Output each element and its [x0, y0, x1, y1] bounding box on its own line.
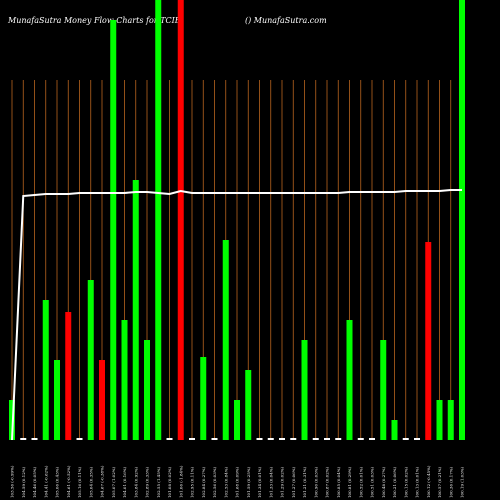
x-tick-label: 101.27 (0.06%) [291, 466, 296, 498]
bar [391, 420, 398, 440]
x-tick-label: 105.16 (0.11%) [77, 466, 82, 498]
x-tick-label: 104.59 (0.12%) [21, 466, 26, 498]
bar [312, 438, 319, 440]
bar [20, 438, 27, 440]
x-tick-label: 102.53 (0.84%) [223, 466, 228, 498]
bar [346, 320, 353, 440]
x-tick-label: 100.36 (0.17%) [448, 466, 453, 498]
bar [369, 438, 375, 440]
bar [166, 438, 173, 440]
bar [144, 340, 150, 440]
x-tick-label: 102.84 (0.27%) [201, 466, 206, 498]
bar [357, 438, 364, 440]
chart-title: MunafaSutra Money Flow Charts for TCIB [7, 16, 181, 25]
bar [256, 438, 263, 440]
bar [436, 400, 443, 440]
x-tick-label: 102.56 (0.03%) [212, 466, 217, 498]
bar [425, 242, 432, 440]
bar [290, 438, 297, 440]
x-tick-label: 101.29 (0.02%) [280, 466, 285, 498]
bar [324, 438, 330, 440]
x-tick-label: 101.59 (0.25%) [246, 466, 251, 498]
x-tick-label: 101.33 (0.04%) [268, 466, 273, 498]
bar [99, 360, 105, 440]
bar [177, 0, 184, 440]
x-tick-label: 102.89 (0.33%) [145, 466, 150, 498]
bar [234, 400, 240, 440]
x-tick-label: 100.15 (0.02%) [403, 466, 408, 498]
bar [447, 400, 454, 440]
x-tick-label: 104.61 (-0.52%) [66, 465, 71, 498]
bar [110, 20, 117, 440]
bar [54, 360, 60, 440]
chart-subtitle: () MunafaSutra.com [245, 16, 327, 25]
bar [121, 320, 128, 440]
bar [335, 438, 342, 440]
x-tick-label: 103.56 (-0.99%) [10, 465, 15, 498]
bar [402, 438, 409, 440]
bar [65, 312, 72, 440]
x-tick-label: 100.57 (0.21%) [437, 466, 442, 498]
x-tick-label: 100.13 (0.01%) [415, 466, 420, 498]
bar [132, 180, 139, 440]
x-tick-label: 103.84 (0.92%) [133, 466, 138, 498]
bar [222, 240, 229, 440]
x-tick-label: 100.51 (0.03%) [370, 466, 375, 498]
bar [87, 280, 94, 440]
x-tick-label: 100.52 (0.01%) [358, 466, 363, 498]
x-tick-label: 100.90 (0.03%) [313, 466, 318, 498]
bar [200, 357, 207, 440]
bar [267, 438, 274, 440]
x-tick-label: 100.12 (-0.45%) [426, 465, 431, 498]
x-tick-label: 102.95 (0.11%) [190, 466, 195, 498]
x-tick-label: 104.46 (0.05%) [32, 466, 37, 498]
x-tick-label: 101.34 (0.01%) [257, 466, 262, 498]
bar [76, 438, 83, 440]
x-tick-label: 100.48 (0.27%) [381, 466, 386, 498]
x-tick-label: 104.41 (-0.62%) [43, 465, 48, 498]
x-tick-label: 104.67 (-0.38%) [100, 465, 105, 498]
money-flow-line [11, 189, 462, 441]
bar [189, 438, 195, 440]
x-tick-label: 105.04 (0.35%) [88, 466, 93, 498]
bar [31, 438, 38, 440]
x-tick-label: 100.81 (0.29%) [347, 466, 352, 498]
bar [155, 0, 162, 440]
bar [414, 438, 420, 440]
bar [279, 438, 285, 440]
x-tick-label: 101.68 (0.09%) [235, 466, 240, 498]
x-tick-label: 101.08 (0.02%) [167, 466, 172, 498]
bar [459, 0, 465, 440]
x-tick-label: 101.21 (0.31%) [302, 466, 307, 498]
bar [380, 340, 387, 440]
x-tick-label: 102.55 (1.45%) [156, 466, 161, 498]
bar [211, 438, 218, 440]
x-tick-label: 100.19 (1.03%) [460, 466, 465, 498]
bar [301, 340, 308, 440]
x-tick-label: 100.87 (0.02%) [325, 466, 330, 498]
x-tick-label: 105.06 (0.43%) [55, 466, 60, 498]
x-tick-label: 104.01 (0.16%) [122, 466, 127, 498]
bar [42, 300, 49, 440]
bar [245, 370, 252, 440]
x-tick-label: 101.06 (-1.84%) [178, 465, 183, 498]
x-tick-label: 100.85 (0.04%) [336, 466, 341, 498]
x-tick-label: 100.21 (0.06%) [392, 466, 397, 498]
x-tick-label: 105.07 (1.02%) [111, 466, 116, 498]
